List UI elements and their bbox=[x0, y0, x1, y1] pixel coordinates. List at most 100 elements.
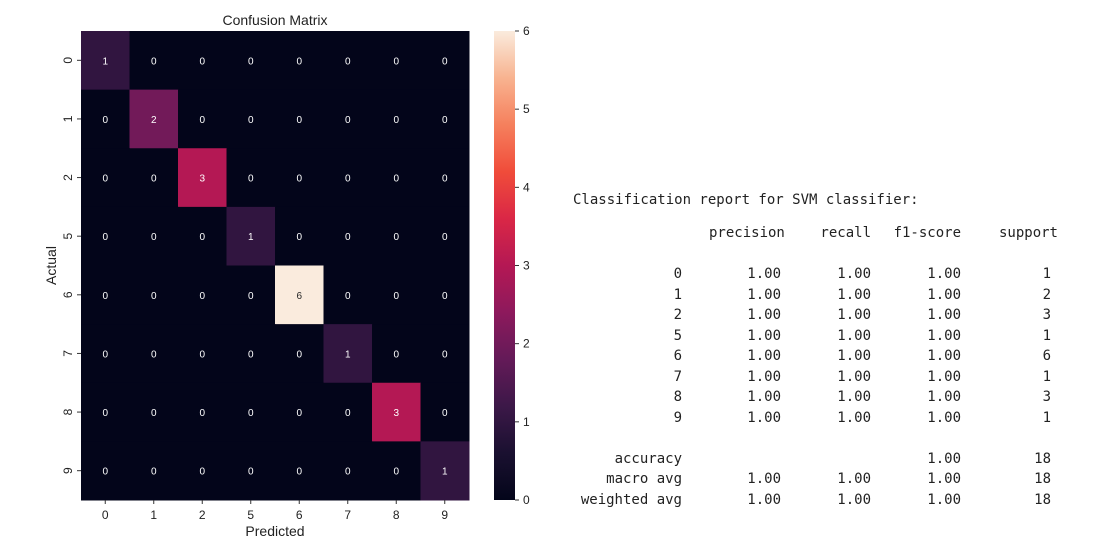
row-recall: 1.00 bbox=[837, 327, 871, 344]
cell-value-label: 0 bbox=[151, 349, 157, 360]
heatmap-cell bbox=[323, 265, 373, 325]
cell-value-label: 0 bbox=[393, 115, 399, 126]
row-support: 1 bbox=[1042, 409, 1051, 426]
y-tick-label: 2 bbox=[61, 174, 75, 181]
heatmap-cell bbox=[129, 382, 179, 442]
cell-value-label: 0 bbox=[393, 349, 399, 360]
row-support: 1 bbox=[1042, 327, 1051, 344]
heatmap-cell bbox=[81, 89, 130, 149]
row-f1-score: 1.00 bbox=[927, 368, 961, 385]
cell-value-label: 0 bbox=[102, 232, 108, 243]
row-label: 9 bbox=[673, 409, 682, 426]
report-row: 1 1.00 1.00 1.00 2 bbox=[573, 285, 1058, 306]
colorbar-tick-label: 3 bbox=[523, 259, 530, 273]
cell-value-label: 2 bbox=[151, 115, 157, 126]
heatmap-cell bbox=[372, 324, 421, 384]
row-f1-score: 1.00 bbox=[927, 286, 961, 303]
cell-value-label: 0 bbox=[151, 232, 157, 243]
heatmap-cell bbox=[372, 382, 421, 442]
cell-value-label: 0 bbox=[442, 349, 448, 360]
row-support: 1 bbox=[1042, 266, 1051, 282]
row-f1-score: 1.00 bbox=[927, 348, 961, 364]
cell-value-label: 0 bbox=[442, 56, 448, 67]
row-precision: 1.00 bbox=[747, 409, 781, 426]
heatmap-cell bbox=[81, 324, 130, 384]
cell-value-label: 1 bbox=[442, 467, 448, 478]
heatmap-cell bbox=[226, 206, 276, 266]
cell-value-label: 0 bbox=[199, 408, 205, 419]
row-label: weighted avg bbox=[580, 491, 682, 508]
cell-value-label: 0 bbox=[151, 174, 157, 185]
heatmap-cell bbox=[323, 441, 373, 501]
cell-value-label: 0 bbox=[199, 115, 205, 126]
cell-value-label: 0 bbox=[248, 174, 254, 185]
cell-value-label: 1 bbox=[345, 349, 351, 360]
heatmap-cell bbox=[275, 89, 324, 149]
report-row: weighted avg 1.00 1.00 1.00 18 bbox=[573, 490, 1058, 511]
heatmap-cell bbox=[178, 382, 227, 442]
report-row: 7 1.00 1.00 1.00 1 bbox=[573, 367, 1058, 388]
row-recall: 1.00 bbox=[837, 348, 871, 364]
heatmap-cell bbox=[275, 31, 324, 91]
heatmap-cell bbox=[81, 31, 130, 91]
x-tick-label: 5 bbox=[247, 508, 254, 522]
cell-value-label: 0 bbox=[393, 56, 399, 67]
report-row: 5 1.00 1.00 1.00 1 bbox=[573, 326, 1058, 347]
heatmap-cell bbox=[275, 148, 324, 208]
cell-value-label: 0 bbox=[296, 467, 302, 478]
heatmap-cell bbox=[81, 206, 130, 266]
cell-value-label: 0 bbox=[248, 115, 254, 126]
cell-value-label: 6 bbox=[296, 291, 302, 302]
heatmap-cell bbox=[129, 148, 179, 208]
confusion-matrix-heatmap: Confusion Matrix 1 0 0 0 0 0 0 0 0 2 0 0 0 0 0 0 0 0 3 0 0 0 0 0… bbox=[43, 12, 530, 539]
heatmap-cell bbox=[275, 324, 324, 384]
x-tick-label: 2 bbox=[199, 508, 206, 522]
row-label: 5 bbox=[673, 327, 682, 344]
heatmap-cell bbox=[178, 265, 227, 325]
row-support: 3 bbox=[1042, 389, 1051, 405]
cell-value-label: 0 bbox=[199, 349, 205, 360]
y-tick-label: 7 bbox=[61, 350, 75, 357]
heatmap-cell bbox=[420, 382, 470, 442]
heatmap-cell bbox=[372, 265, 421, 325]
heatmap-cell bbox=[81, 441, 130, 501]
heatmap-cell bbox=[178, 89, 227, 149]
heatmap-cell bbox=[226, 382, 276, 442]
cell-value-label: 1 bbox=[102, 56, 108, 67]
heatmap-cell bbox=[420, 441, 470, 501]
y-tick-label: 5 bbox=[61, 233, 75, 240]
x-tick-label: 1 bbox=[150, 508, 157, 522]
cell-value-label: 3 bbox=[393, 408, 399, 419]
heatmap-cell bbox=[372, 148, 421, 208]
header-precision: precision bbox=[709, 225, 785, 241]
cell-value-label: 0 bbox=[393, 291, 399, 302]
report-row: 0 1.00 1.00 1.00 1 bbox=[573, 264, 1058, 285]
row-f1-score: 1.00 bbox=[927, 450, 961, 467]
row-support: 1 bbox=[1042, 368, 1051, 385]
heatmap-cell bbox=[420, 265, 470, 325]
y-tick-label: 9 bbox=[61, 467, 75, 474]
heatmap-cell bbox=[372, 31, 421, 91]
heatmap-cell bbox=[178, 324, 227, 384]
heatmap-cell bbox=[81, 148, 130, 208]
row-f1-score: 1.00 bbox=[927, 307, 961, 323]
row-f1-score: 1.00 bbox=[927, 389, 961, 405]
cell-value-label: 0 bbox=[393, 232, 399, 243]
row-support: 18 bbox=[1034, 450, 1051, 467]
row-precision: 1.00 bbox=[747, 348, 781, 364]
colorbar-tick-label: 6 bbox=[523, 24, 530, 38]
cell-value-label: 0 bbox=[102, 349, 108, 360]
row-support: 3 bbox=[1042, 307, 1051, 323]
cell-value-label: 0 bbox=[199, 467, 205, 478]
row-support: 18 bbox=[1034, 491, 1051, 508]
y-tick-label: 6 bbox=[61, 291, 75, 298]
heatmap-cell bbox=[323, 324, 373, 384]
row-label: 0 bbox=[673, 266, 682, 282]
colorbar-tick-label: 4 bbox=[523, 180, 530, 194]
heatmap-cell bbox=[178, 441, 227, 501]
heatmap-cell bbox=[226, 31, 276, 91]
heatmap-cell bbox=[420, 324, 470, 384]
cell-value-label: 0 bbox=[102, 174, 108, 185]
heatmap-cell bbox=[226, 89, 276, 149]
y-tick-label: 1 bbox=[61, 115, 75, 122]
